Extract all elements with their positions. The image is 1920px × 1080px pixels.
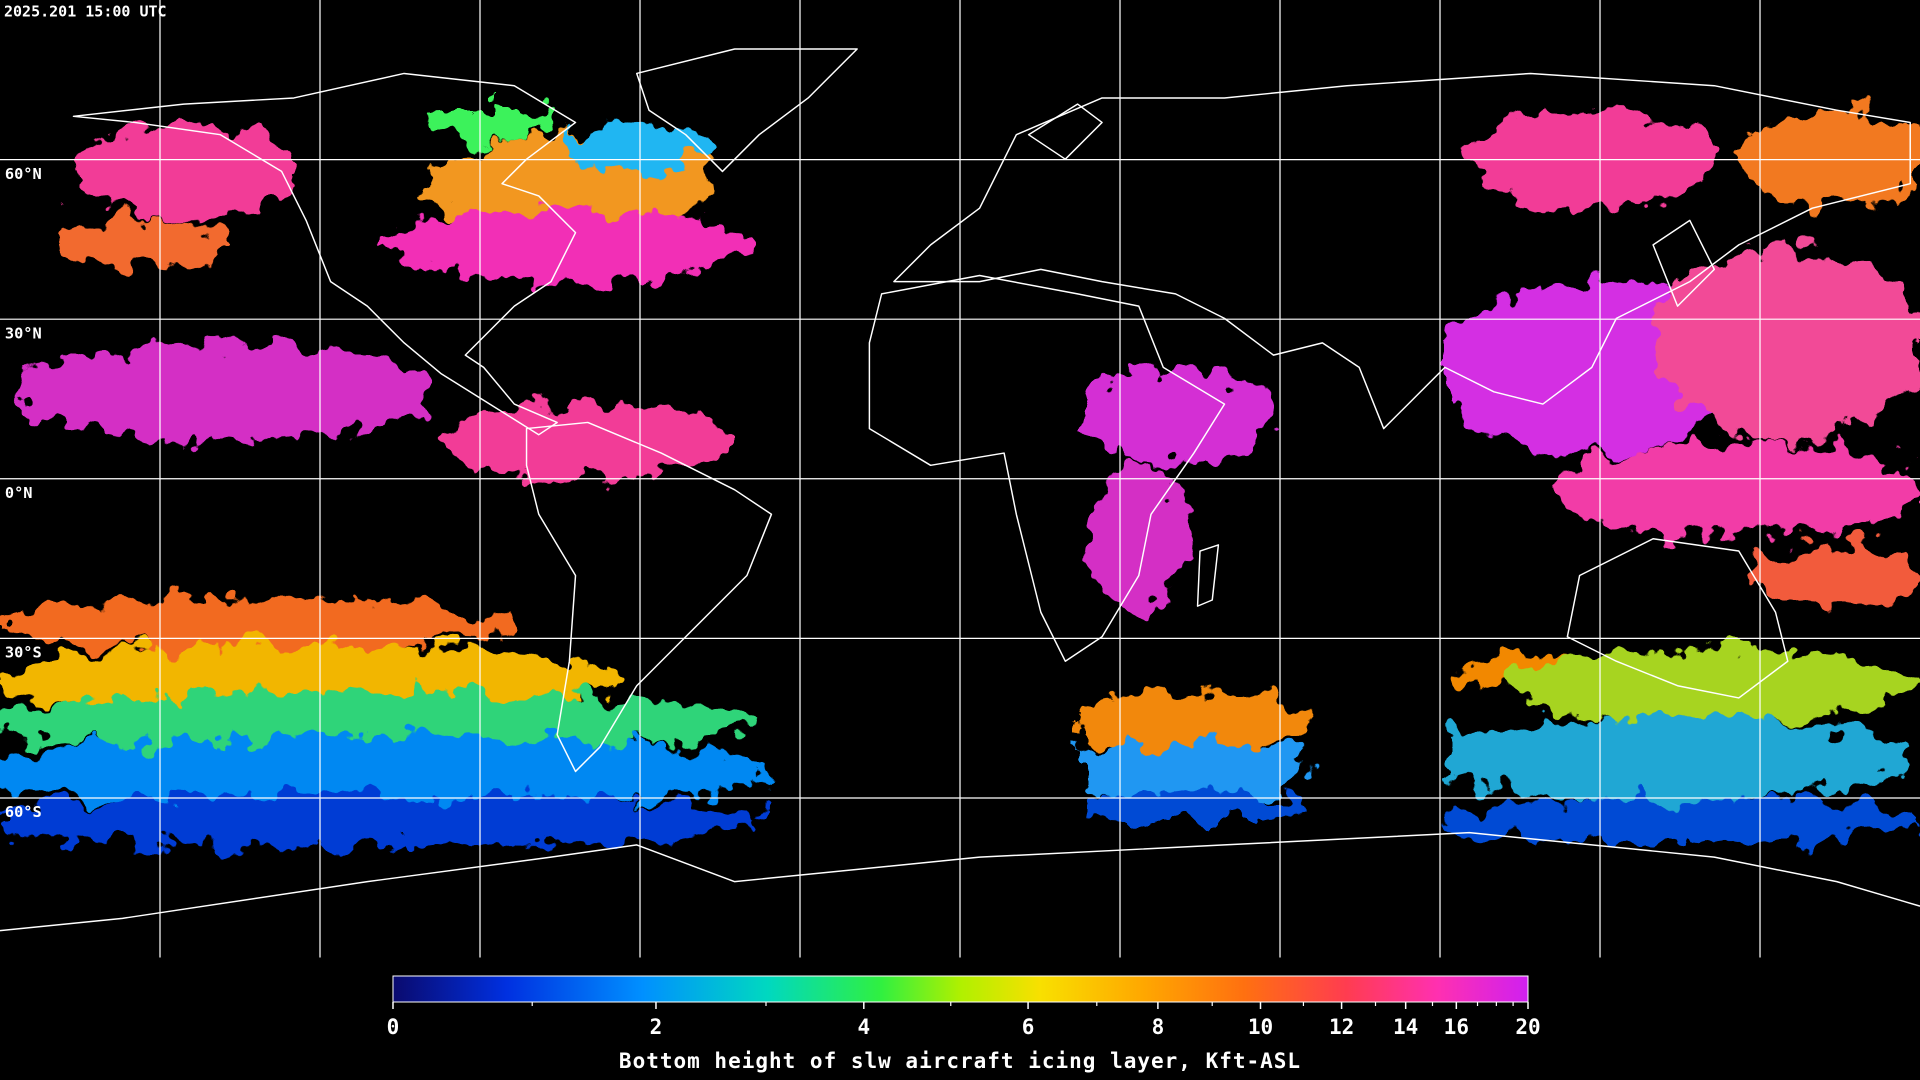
colorbar-tick-label: 20 [1515, 1015, 1540, 1039]
colorbar-tick-label: 14 [1393, 1015, 1418, 1039]
colorbar-tick-label: 12 [1329, 1015, 1354, 1039]
colorbar-tick-label: 8 [1152, 1015, 1165, 1039]
colorbar-tick-label: 2 [650, 1015, 663, 1039]
colorbar-tick-label: 4 [857, 1015, 870, 1039]
colorbar-gradient [392, 975, 1529, 1003]
latitude-label: 60°S [5, 803, 42, 821]
colorbar-title: Bottom height of slw aircraft icing laye… [619, 1049, 1301, 1073]
colorbar-tick-label: 16 [1444, 1015, 1469, 1039]
latitude-label: 30°N [5, 324, 42, 342]
latitude-label: 30°S [5, 644, 42, 662]
timestamp: 2025.201 15:00 UTC [4, 3, 167, 21]
coastlines [0, 48, 1920, 932]
colorbar-tick-label: 6 [1022, 1015, 1035, 1039]
latitude-label: 60°N [5, 165, 42, 183]
latitude-label: 0°N [5, 484, 33, 502]
colorbar-tick-label: 10 [1248, 1015, 1273, 1039]
colorbar: Bottom height of slw aircraft icing laye… [387, 975, 1541, 1073]
colorbar-tick-label: 0 [387, 1015, 400, 1039]
map: 60°N 30°N 0°N 30°S 60°S [0, 0, 1920, 958]
